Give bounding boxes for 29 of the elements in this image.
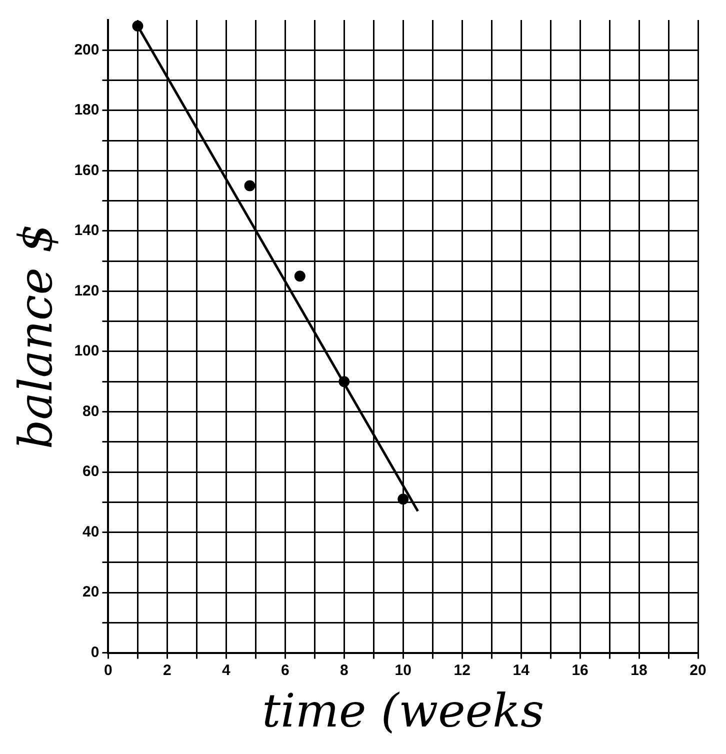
point bbox=[338, 376, 350, 388]
y-tick-label: 60 bbox=[82, 463, 100, 480]
y-tick-label: 160 bbox=[74, 162, 100, 179]
x-tick-label: 2 bbox=[163, 662, 172, 679]
y-tick-label: 20 bbox=[82, 584, 100, 601]
y-tick-label: 120 bbox=[74, 282, 100, 300]
x-axis-title: time (weeks bbox=[262, 683, 544, 738]
x-tick-label: 8 bbox=[340, 662, 348, 679]
point bbox=[132, 20, 144, 32]
y-tick-label: 0 bbox=[90, 644, 100, 661]
point bbox=[294, 270, 306, 282]
point bbox=[244, 180, 256, 192]
y-axis-title: balance $ bbox=[8, 224, 63, 450]
x-tick-label: 20 bbox=[690, 662, 706, 679]
y-tick-label: 140 bbox=[74, 222, 100, 240]
x-tick-label: 4 bbox=[222, 662, 232, 679]
x-tick-label: 6 bbox=[280, 662, 290, 679]
y-tick-label: 200 bbox=[74, 41, 100, 58]
x-tick-label: 16 bbox=[572, 662, 588, 679]
x-tick-label: 18 bbox=[630, 662, 648, 679]
y-tick-label: 100 bbox=[74, 342, 100, 360]
x-tick-label: 14 bbox=[512, 662, 530, 679]
x-tick-label: 10 bbox=[394, 662, 412, 679]
y-tick-label: 80 bbox=[82, 402, 100, 420]
point bbox=[398, 494, 409, 505]
y-tick-label: 180 bbox=[74, 102, 100, 119]
x-tick-label: 0 bbox=[104, 662, 112, 679]
y-tick-label: 40 bbox=[82, 523, 100, 540]
x-tick-label: 12 bbox=[454, 662, 470, 679]
